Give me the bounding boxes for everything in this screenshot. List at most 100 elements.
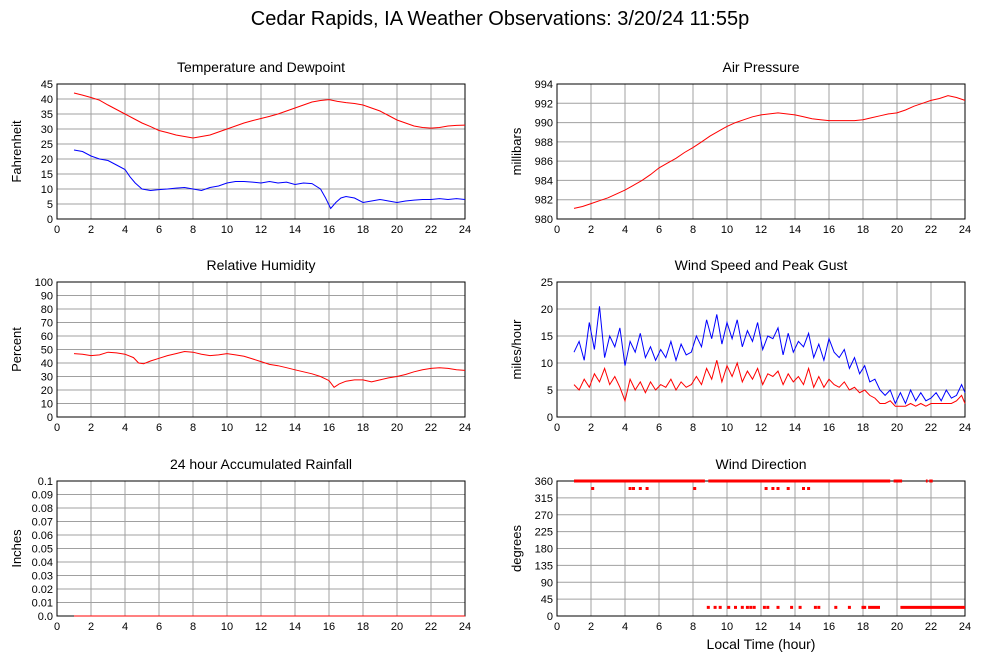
x-tick-label: 16 (323, 621, 335, 633)
x-tick-label: 10 (721, 621, 733, 633)
y-tick-label: 10 (41, 184, 53, 196)
x-tick-label: 14 (289, 224, 301, 236)
y-tick-label: 982 (535, 195, 553, 207)
page-title: Cedar Rapids, IA Weather Observations: 3… (250, 8, 750, 30)
x-tick-label: 12 (755, 224, 767, 236)
direction-point (693, 487, 697, 490)
x-tick-label: 18 (857, 224, 869, 236)
x-tick-label: 22 (925, 621, 937, 633)
y-tick-label: 35 (41, 109, 53, 121)
x-tick-label: 8 (690, 621, 696, 633)
y-tick-label: 0.04 (32, 557, 53, 569)
x-tick-label: 10 (721, 422, 733, 434)
x-tick-label: 20 (891, 621, 903, 633)
x-tick-label: 20 (891, 224, 903, 236)
chart-title: Relative Humidity (207, 257, 316, 273)
direction-point (766, 605, 770, 609)
x-tick-label: 8 (690, 422, 696, 434)
x-tick-label: 0 (54, 422, 60, 434)
x-tick-label: 10 (221, 422, 233, 434)
direction-point (591, 487, 595, 490)
chart-rain: 0 2 4 6 8 10 12 14 16 18 20 22 240.00.010.020.030.04… (9, 456, 471, 633)
x-tick-label: 6 (156, 422, 162, 434)
y-tick-label: 225 (535, 527, 553, 539)
y-axis-label: millibars (509, 127, 524, 175)
y-tick-label: 980 (535, 214, 553, 226)
direction-point (734, 605, 737, 609)
y-tick-label: 80 (41, 304, 53, 316)
x-tick-label: 12 (255, 422, 267, 434)
series-line-0 (73, 350, 466, 388)
x-tick-label: 12 (255, 621, 267, 633)
direction-point (834, 605, 838, 609)
series-line-0 (573, 95, 966, 209)
direction-point (764, 487, 768, 490)
y-tick-label: 20 (541, 304, 553, 316)
chart-dir: 0 2 4 6 8 10 12 14 16 18 20 22 240459013518022527031… (509, 456, 971, 633)
x-tick-label: 22 (425, 224, 437, 236)
y-tick-label: 15 (41, 169, 53, 181)
chart-temp: 0 2 4 6 8 10 12 14 16 18 20 22 24051015202530354045T… (9, 59, 471, 236)
x-tick-label: 6 (656, 621, 662, 633)
y-tick-label: 0.0 (38, 611, 53, 623)
y-tick-label: 984 (535, 175, 553, 187)
x-tick-label: 24 (959, 224, 971, 236)
direction-point (645, 487, 649, 490)
direction-point (628, 487, 632, 490)
chart-title: Temperature and Dewpoint (177, 59, 345, 75)
y-tick-label: 30 (41, 372, 53, 384)
x-tick-label: 0 (54, 224, 60, 236)
y-tick-label: 986 (535, 156, 553, 168)
x-tick-label: 12 (255, 224, 267, 236)
x-tick-label: 20 (391, 224, 403, 236)
direction-point (802, 487, 805, 490)
y-tick-label: 0.1 (38, 476, 53, 488)
y-tick-label: 10 (41, 399, 53, 411)
direction-point (786, 487, 790, 490)
y-tick-label: 0 (547, 412, 553, 424)
y-tick-label: 15 (541, 331, 553, 343)
x-tick-label: 14 (789, 422, 801, 434)
x-tick-label: 8 (690, 224, 696, 236)
y-tick-label: 20 (41, 385, 53, 397)
x-tick-label: 10 (221, 621, 233, 633)
chart-title: Wind Direction (715, 456, 806, 472)
x-tick-label: 12 (755, 422, 767, 434)
direction-point (798, 605, 802, 609)
y-axis-label: Inches (9, 529, 24, 568)
x-tick-label: 2 (88, 422, 94, 434)
y-tick-label: 0.09 (32, 490, 53, 502)
direction-point (790, 605, 794, 609)
x-tick-label: 20 (391, 422, 403, 434)
x-tick-label: 16 (823, 621, 835, 633)
x-tick-label: 14 (789, 224, 801, 236)
x-tick-label: 4 (122, 621, 128, 633)
y-tick-label: 40 (41, 358, 53, 370)
chart-pressure: 0 2 4 6 8 10 12 14 16 18 20 22 249809829849869889909… (509, 59, 971, 236)
x-tick-label: 2 (88, 621, 94, 633)
x-tick-label: 2 (588, 422, 594, 434)
direction-point (749, 605, 753, 609)
y-tick-label: 45 (41, 79, 53, 91)
x-tick-label: 0 (554, 621, 560, 633)
x-tick-label: 16 (323, 224, 335, 236)
direction-point (740, 605, 744, 609)
x-tick-label: 0 (554, 422, 560, 434)
x-tick-label: 4 (122, 422, 128, 434)
y-tick-label: 90 (541, 577, 553, 589)
x-tick-label: 18 (357, 621, 369, 633)
direction-point (776, 605, 780, 609)
x-tick-label: 6 (656, 224, 662, 236)
x-tick-label: 14 (289, 422, 301, 434)
x-tick-label: 6 (156, 621, 162, 633)
y-tick-label: 0.01 (32, 598, 53, 610)
y-tick-label: 45 (541, 594, 553, 606)
x-tick-label: 18 (857, 621, 869, 633)
x-tick-label: 18 (357, 224, 369, 236)
x-tick-label: 20 (391, 621, 403, 633)
direction-point (776, 487, 780, 490)
direction-point (807, 487, 811, 490)
x-tick-label: 14 (789, 621, 801, 633)
